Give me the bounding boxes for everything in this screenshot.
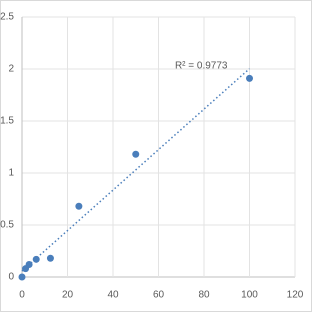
x-tick-label: 80 — [198, 290, 210, 301]
data-point — [75, 202, 83, 210]
data-point — [46, 254, 54, 262]
y-tick-label: 1.5 — [0, 116, 14, 127]
chart: 0 0.5 1 1.5 2 2.5 0 20 40 60 80 100 120 R² = 0.9773 — [0, 0, 312, 312]
x-tick-label: 20 — [62, 290, 74, 301]
trendline-label: R² = 0.9773 — [175, 60, 228, 71]
y-tick-label: 1 — [8, 168, 14, 179]
y-tick-label: 2 — [8, 64, 14, 75]
data-point — [246, 74, 253, 82]
x-tick-label: 120 — [287, 290, 304, 301]
y-tick-label: 2.5 — [0, 12, 14, 23]
y-tick-label: 0 — [8, 272, 14, 283]
data-point — [18, 273, 26, 281]
chart-frame — [0, 0, 312, 312]
x-tick-label: 0 — [19, 290, 25, 301]
y-tick-label: 0.5 — [0, 220, 14, 231]
data-point — [25, 261, 33, 269]
data-point — [132, 150, 140, 158]
x-tick-label: 100 — [241, 290, 258, 301]
trendline — [21, 68, 250, 272]
x-tick-label: 60 — [153, 290, 165, 301]
data-point — [32, 255, 40, 263]
x-tick-label: 40 — [107, 290, 119, 301]
